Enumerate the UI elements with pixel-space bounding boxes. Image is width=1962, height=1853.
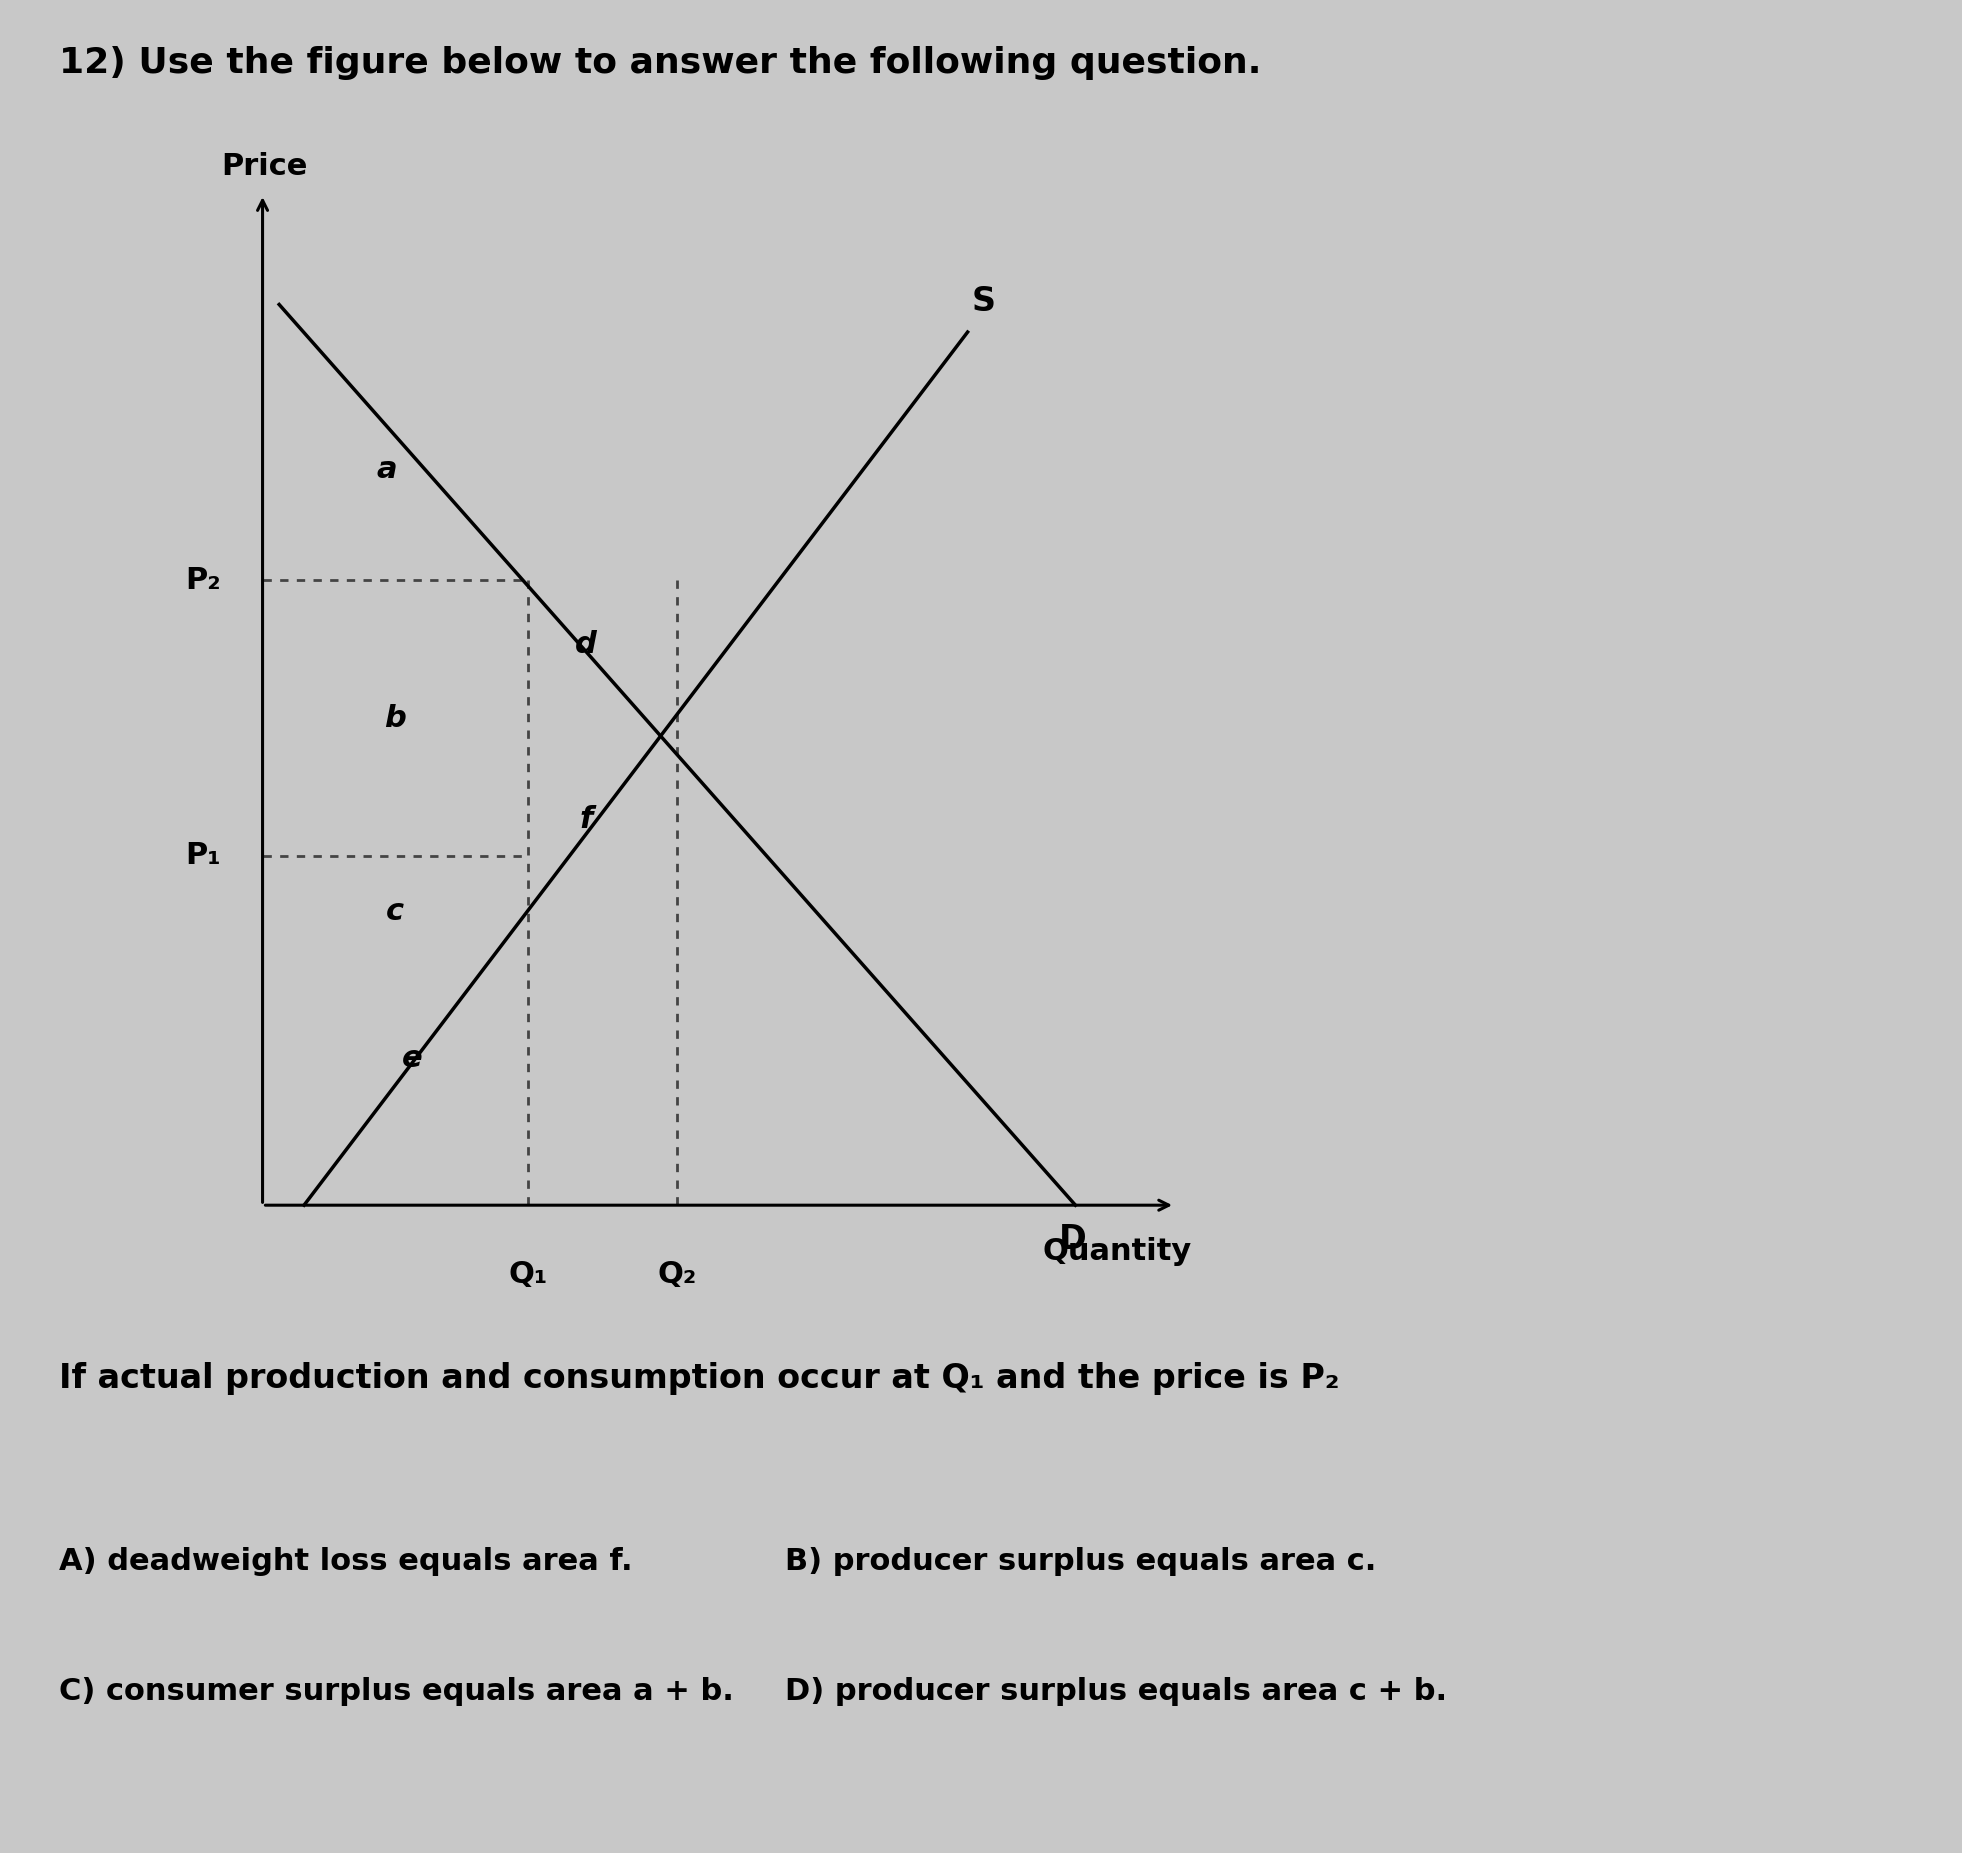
Text: D) producer surplus equals area c + b.: D) producer surplus equals area c + b. [785,1677,1446,1707]
Text: b: b [385,704,406,732]
Text: c: c [387,897,404,926]
Text: Quantity: Quantity [1042,1236,1191,1266]
Text: B) producer surplus equals area c.: B) producer surplus equals area c. [785,1547,1375,1577]
Text: S: S [971,285,997,319]
Text: d: d [575,630,596,660]
Text: C) consumer surplus equals area a + b.: C) consumer surplus equals area a + b. [59,1677,734,1707]
Text: If actual production and consumption occur at Q₁ and the price is P₂: If actual production and consumption occ… [59,1362,1340,1395]
Text: a: a [377,456,396,484]
Text: Q₂: Q₂ [657,1260,697,1290]
Text: Q₁: Q₁ [508,1260,547,1290]
Text: D: D [1059,1223,1087,1256]
Text: A) deadweight loss equals area f.: A) deadweight loss equals area f. [59,1547,632,1577]
Text: e: e [402,1043,422,1073]
Text: P₁: P₁ [186,841,222,871]
Text: f: f [579,804,593,834]
Text: Price: Price [222,152,308,182]
Text: P₂: P₂ [186,565,222,595]
Text: 12) Use the figure below to answer the following question.: 12) Use the figure below to answer the f… [59,46,1262,80]
